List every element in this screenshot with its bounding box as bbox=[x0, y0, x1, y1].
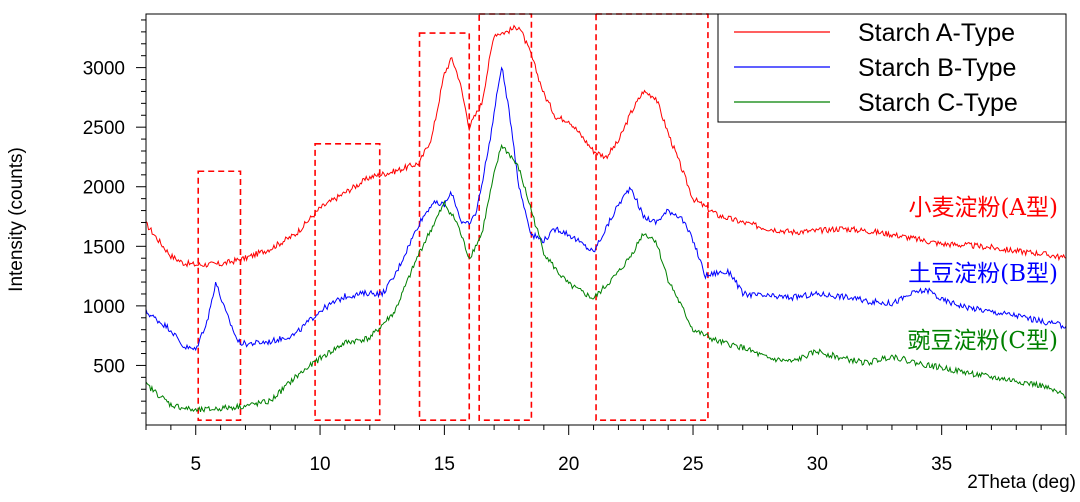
plot-frame bbox=[145, 13, 1067, 426]
legend: Starch A-Type Starch B-Type Starch C-Type bbox=[717, 13, 1067, 123]
x-tick-label: 25 bbox=[682, 454, 703, 475]
x-tick-label: 35 bbox=[931, 454, 952, 475]
legend-box bbox=[717, 13, 1067, 123]
series-line-3 bbox=[145, 143, 1067, 413]
legend-label: Starch B-Type bbox=[858, 54, 1016, 82]
x-tick-label: 15 bbox=[434, 454, 455, 475]
series-label: 土豆淀粉(B型) bbox=[908, 261, 1058, 287]
y-tick-label: 2500 bbox=[83, 118, 125, 139]
y-tick-label: 1000 bbox=[83, 297, 125, 318]
y-tick-label: 2000 bbox=[83, 178, 125, 199]
x-tick-label: 30 bbox=[807, 454, 828, 475]
highlight-regions bbox=[197, 13, 709, 422]
legend-label: Starch A-Type bbox=[858, 19, 1015, 47]
series-label: 豌豆淀粉(C型) bbox=[907, 328, 1058, 354]
legend-label: Starch C-Type bbox=[858, 89, 1018, 117]
x-axis-title: 2Theta (deg) bbox=[967, 472, 1076, 493]
series-lines bbox=[145, 24, 1067, 413]
x-tick-label: 20 bbox=[558, 454, 579, 475]
y-axis: 500 1000 1500 2000 2500 3000 bbox=[83, 19, 146, 414]
y-axis-title: Intensity (counts) bbox=[6, 147, 27, 292]
highlight-box-1 bbox=[197, 170, 242, 422]
x-axis: 5 10 15 20 25 30 35 bbox=[145, 425, 1067, 475]
highlight-box-4 bbox=[478, 13, 533, 422]
y-tick-label: 500 bbox=[93, 356, 125, 377]
y-tick-label: 3000 bbox=[83, 59, 125, 80]
series-line-2 bbox=[145, 66, 1067, 352]
series-line-1 bbox=[145, 24, 1067, 268]
highlight-box-2 bbox=[314, 143, 381, 422]
highlight-box-3 bbox=[418, 32, 471, 422]
series-labels: 小麦淀粉(A型) 土豆淀粉(B型) 豌豆淀粉(C型) bbox=[907, 195, 1058, 354]
series-label: 小麦淀粉(A型) bbox=[908, 195, 1058, 221]
y-tick-label: 1500 bbox=[83, 237, 125, 258]
x-tick-label: 5 bbox=[190, 454, 201, 475]
x-tick-label: 10 bbox=[309, 454, 330, 475]
